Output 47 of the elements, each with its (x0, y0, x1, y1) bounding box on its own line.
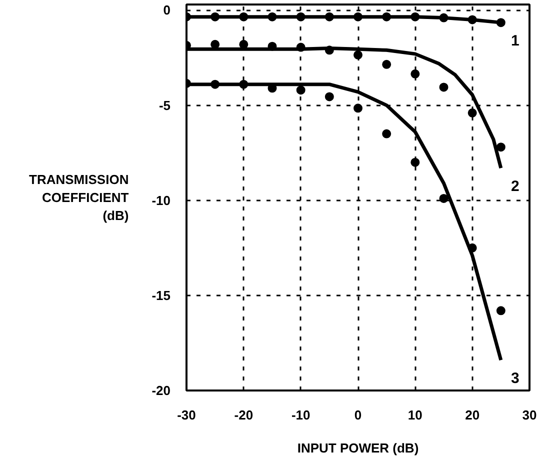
series-label: 1 (511, 32, 520, 50)
point (382, 129, 392, 138)
x-tick-label: 20 (465, 408, 480, 422)
x-tick-label: -10 (291, 408, 310, 422)
x-tick-label: 30 (522, 408, 537, 422)
point (324, 92, 334, 102)
y-tick-label: 0 (163, 2, 171, 18)
point (496, 18, 506, 28)
series-label: 2 (511, 178, 520, 196)
y-tick-label: -10 (152, 192, 171, 208)
point (296, 12, 306, 22)
x-tick-label: -30 (177, 408, 196, 422)
point (239, 12, 248, 22)
point (268, 42, 277, 51)
point (324, 46, 334, 55)
point (210, 80, 220, 89)
point (324, 12, 334, 22)
point (439, 194, 448, 203)
point (354, 50, 362, 60)
y-tick-label: -5 (158, 98, 171, 113)
x-tick-label: 0 (354, 408, 362, 422)
y-tick-label: -20 (152, 383, 171, 398)
y-tick-label: -15 (152, 288, 171, 303)
point (496, 142, 506, 152)
point (496, 306, 506, 316)
point (439, 13, 448, 22)
point (354, 12, 362, 22)
y-axis-title: TRANSMISSION COEFFICIENT (dB) (29, 172, 129, 223)
x-axis-title: INPUT POWER (dB) (297, 440, 419, 456)
point (410, 69, 420, 78)
x-tick-label: 10 (408, 408, 422, 422)
point (382, 60, 392, 69)
point (296, 86, 306, 95)
point (468, 243, 477, 252)
point (210, 12, 220, 22)
point (268, 12, 277, 22)
point (354, 104, 362, 113)
point (296, 42, 306, 52)
series-label: 3 (511, 370, 520, 388)
point (382, 12, 392, 22)
point (439, 82, 448, 92)
point (468, 108, 477, 118)
point (410, 12, 420, 22)
x-tick-label: -20 (234, 408, 254, 422)
point (410, 158, 420, 167)
point (239, 80, 248, 89)
point (468, 15, 477, 24)
